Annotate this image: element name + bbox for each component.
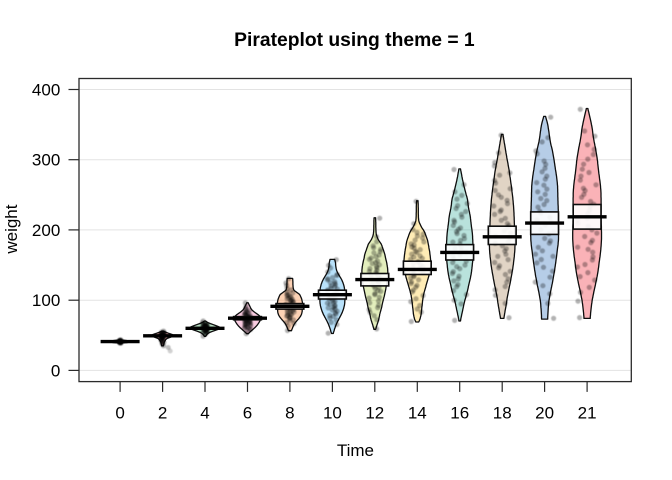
svg-text:0: 0 xyxy=(115,404,124,423)
svg-text:20: 20 xyxy=(535,404,554,423)
svg-text:2: 2 xyxy=(158,404,167,423)
svg-text:14: 14 xyxy=(408,404,427,423)
svg-text:400: 400 xyxy=(32,81,60,100)
svg-text:12: 12 xyxy=(365,404,384,423)
svg-text:300: 300 xyxy=(32,151,60,170)
svg-text:18: 18 xyxy=(493,404,512,423)
svg-text:Pirateplot using theme = 1: Pirateplot using theme = 1 xyxy=(234,30,475,51)
svg-text:8: 8 xyxy=(285,404,294,423)
svg-text:100: 100 xyxy=(32,291,60,310)
svg-text:16: 16 xyxy=(450,404,469,423)
svg-text:200: 200 xyxy=(32,221,60,240)
svg-text:21: 21 xyxy=(578,404,597,423)
svg-text:weight: weight xyxy=(2,204,21,254)
svg-text:4: 4 xyxy=(200,404,209,423)
svg-text:0: 0 xyxy=(51,361,60,380)
svg-text:Time: Time xyxy=(337,441,374,460)
svg-text:10: 10 xyxy=(323,404,342,423)
svg-text:6: 6 xyxy=(243,404,252,423)
